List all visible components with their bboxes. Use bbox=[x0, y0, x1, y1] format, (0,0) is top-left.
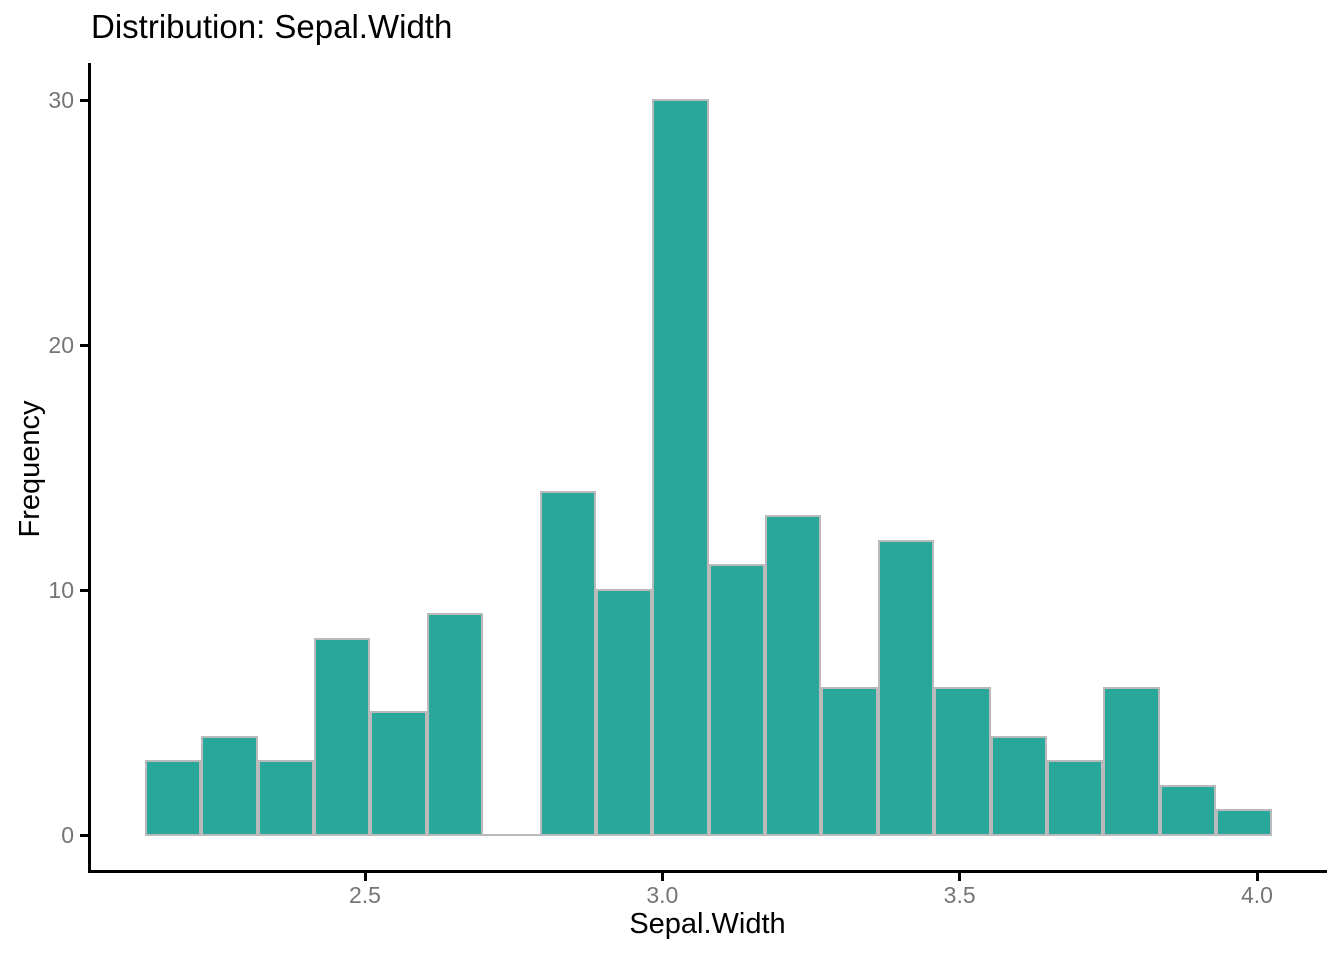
histogram-bar bbox=[370, 711, 427, 837]
histogram-bar bbox=[765, 515, 822, 837]
histogram-bar bbox=[934, 686, 991, 837]
y-tick-label: 20 bbox=[48, 332, 74, 358]
histogram-bar-zero bbox=[483, 833, 540, 837]
histogram-bar bbox=[595, 588, 653, 837]
y-axis-line bbox=[88, 63, 91, 873]
histogram-bar bbox=[708, 564, 766, 837]
histogram-bar bbox=[821, 686, 878, 837]
x-tick-label: 2.5 bbox=[349, 882, 381, 908]
x-axis-line bbox=[88, 870, 1327, 873]
histogram-bar bbox=[877, 539, 935, 837]
x-axis-tick bbox=[363, 873, 367, 881]
y-tick-label: 0 bbox=[61, 822, 74, 848]
histogram-bar bbox=[314, 637, 371, 837]
histogram-bar bbox=[144, 760, 202, 837]
x-axis-tick bbox=[1255, 873, 1259, 881]
histogram-bar bbox=[201, 735, 258, 837]
x-tick-label: 4.0 bbox=[1241, 882, 1273, 908]
histogram-bar bbox=[539, 490, 596, 837]
histogram-bar bbox=[426, 613, 484, 837]
histogram-bar bbox=[1046, 760, 1104, 837]
histogram-bar bbox=[1159, 784, 1217, 837]
histogram-bar bbox=[1216, 809, 1273, 837]
x-axis-tick bbox=[660, 873, 664, 881]
chart-title: Distribution: Sepal.Width bbox=[91, 8, 453, 45]
y-axis-tick bbox=[80, 343, 88, 347]
x-tick-label: 3.5 bbox=[943, 882, 976, 908]
x-tick-label: 3.0 bbox=[646, 882, 679, 908]
y-axis-tick bbox=[80, 98, 88, 102]
histogram-bar bbox=[1103, 686, 1160, 837]
y-axis-tick bbox=[80, 588, 88, 592]
histogram-bar bbox=[652, 98, 709, 837]
x-axis-tick bbox=[958, 873, 962, 881]
histogram-bar bbox=[990, 735, 1047, 837]
histogram-bar bbox=[257, 760, 315, 837]
y-tick-label: 30 bbox=[48, 87, 74, 113]
y-axis-title: Frequency bbox=[14, 400, 46, 538]
y-axis-tick bbox=[80, 833, 88, 837]
x-axis-title: Sepal.Width bbox=[629, 908, 786, 940]
y-tick-label: 10 bbox=[48, 577, 74, 603]
